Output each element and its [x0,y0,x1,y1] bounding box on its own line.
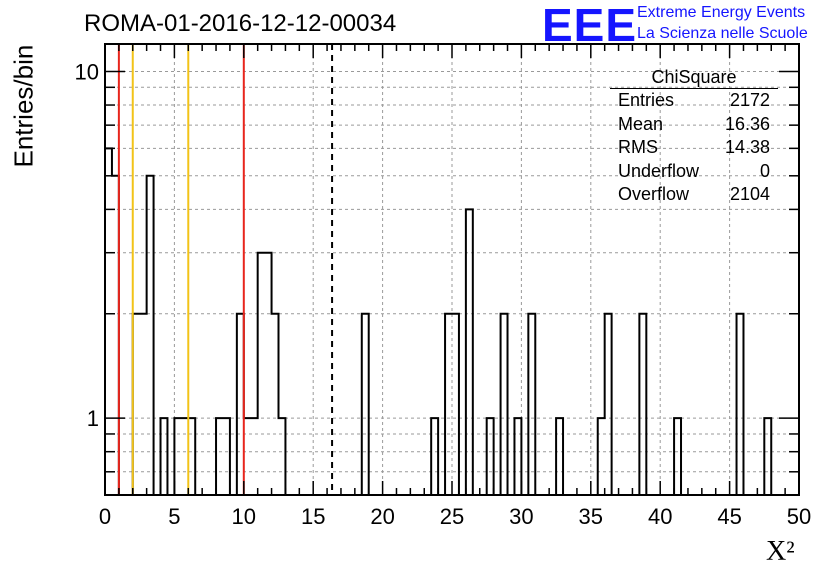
histogram-bin [514,418,521,495]
x-tick-label: 5 [168,504,180,529]
histogram-bin [279,418,286,495]
histogram-bin [487,418,494,495]
histogram-bin [452,314,459,495]
y-axis-label: Entries/bin [8,44,39,168]
stats-row-entries: Entries 2172 [618,90,770,110]
x-tick-label: 45 [717,504,741,529]
x-tick-label: 40 [648,504,672,529]
histogram-bin [556,418,563,495]
histogram-bin [112,176,119,495]
y-tick-label: 1 [87,406,99,431]
x-axis-label: Χ² [766,536,795,567]
histogram-bin [244,418,251,495]
histogram-bin [188,418,195,495]
stats-row-overflow: Overflow 2104 [618,184,770,204]
histogram-bin [431,418,438,495]
histogram-bin [501,314,508,495]
histogram-bin [764,418,771,495]
x-tick-label: 25 [440,504,464,529]
y-tick-label: 10 [75,59,99,84]
histogram-bin [237,314,244,495]
histogram-bin [105,148,112,495]
histogram-bin [161,418,168,495]
x-tick-label: 30 [509,504,533,529]
eee-logo: EEE [542,0,638,51]
histogram-bin [251,418,258,495]
stats-row-mean: Mean 16.36 [618,113,770,134]
x-tick-label: 20 [370,504,394,529]
histogram-bin [362,314,369,495]
histogram-bin [258,253,265,495]
histogram-bin [140,314,147,495]
histogram-bin [272,314,279,495]
x-tick-label: 15 [301,504,325,529]
histogram-bin [639,314,646,495]
stats-row-rms: RMS 14.38 [618,137,770,157]
histogram-bin [528,314,535,495]
histogram-bin [223,418,230,495]
x-tick-label: 0 [99,504,111,529]
histogram-bin [737,314,744,495]
histogram-bin [133,314,140,495]
histogram-bin [445,314,452,495]
histogram-bin [181,418,188,495]
x-tick-label: 10 [232,504,256,529]
logo-subtitle-line1: Extreme Energy Events [637,4,806,21]
logo-subtitle-line2: La Scienza nelle Scuole [637,25,808,42]
stats-title: ChiSquare [610,66,778,89]
histogram-bin [605,314,612,495]
histogram-bin [674,418,681,495]
histogram-bin [598,418,605,495]
histogram-bin [147,176,154,495]
histogram-bin [216,418,223,495]
x-tick-label: 50 [787,504,811,529]
x-tick-label: 35 [579,504,603,529]
histogram-bin [174,418,181,495]
stats-box: ChiSquare Entries 2172 Mean 16.36 RMS 14.38… [610,66,778,207]
stats-row-underflow: Underflow 0 [618,160,770,181]
histogram-bin [265,253,272,495]
chart-title: ROMA-01-2016-12-12-00034 [84,10,397,37]
